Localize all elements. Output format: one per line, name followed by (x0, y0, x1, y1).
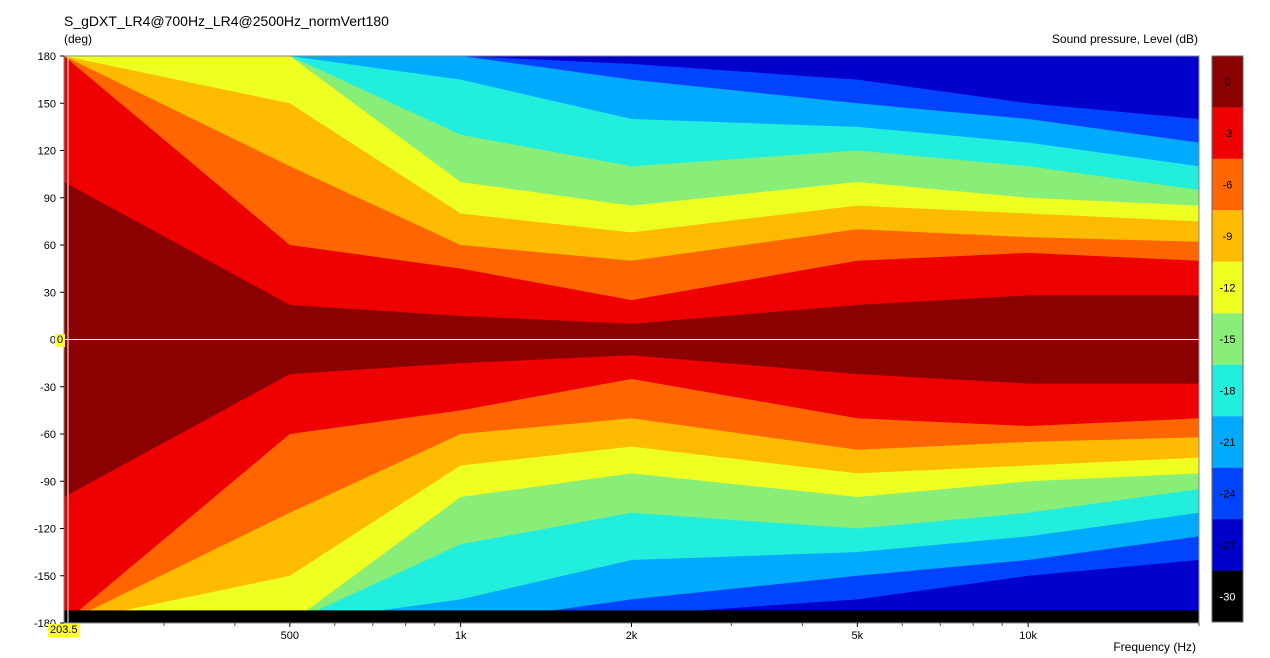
colorbar-level-label: -27 (1220, 540, 1236, 552)
colorbar-level-label: -6 (1223, 180, 1233, 192)
colorbar-swatch (1212, 467, 1243, 520)
x-tick-label: 5k (852, 630, 864, 642)
y-tick-label: -90 (40, 476, 56, 488)
colorbar-frame (1211, 55, 1244, 623)
colorbar-level-label: -18 (1220, 385, 1236, 397)
colorbar-level-label: -9 (1223, 231, 1233, 243)
y-axis-unit: (deg) (64, 32, 93, 46)
colorbar-level-label: -30 (1220, 591, 1236, 603)
cursor-y-readout: 0 (55, 334, 66, 347)
colorbar-swatch (1212, 56, 1243, 108)
colorbar-level-label: -15 (1220, 334, 1236, 346)
chart-title: S_gDXT_LR4@700Hz_LR4@2500Hz_normVert180 (64, 13, 389, 29)
y-tick-label: 120 (38, 146, 56, 158)
colorbar-unit: Sound pressure, Level (dB) (1051, 32, 1198, 46)
y-tick-label: 30 (44, 287, 56, 299)
y-tick-label: 60 (44, 240, 56, 252)
colorbar-swatch (1212, 570, 1243, 622)
colorbar-swatch (1212, 261, 1243, 314)
colorbar-swatch (1212, 519, 1243, 571)
colorbar-level-label: -24 (1220, 488, 1236, 500)
x-tick-label: 10k (1019, 630, 1037, 642)
y-tick-label: -60 (40, 429, 56, 441)
colorbar-swatch (1212, 364, 1243, 417)
bottom-edge-band (64, 610, 1199, 623)
colorbar-swatch (1212, 313, 1243, 365)
colorbar-swatch (1212, 210, 1243, 262)
x-tick-label: 1k (455, 630, 467, 642)
y-tick-label: -30 (40, 382, 56, 394)
y-tick-label: 90 (44, 193, 56, 205)
colorbar-swatch (1212, 107, 1243, 159)
colorbar-swatch (1212, 416, 1243, 468)
colorbar-swatch (1212, 158, 1243, 211)
y-tick-label: -150 (34, 571, 56, 583)
y-tick-label: 150 (38, 98, 56, 110)
x-tick-label: 500 (281, 630, 299, 642)
x-tick-label: 2k (626, 630, 638, 642)
y-tick-label: 180 (38, 51, 56, 63)
y-tick-label: -120 (34, 524, 56, 536)
colorbar-level-label: -12 (1220, 283, 1236, 295)
x-axis-label: Frequency (Hz) (1113, 640, 1196, 654)
y-tick-label: 0 (50, 335, 56, 347)
colorbar-level-label: -21 (1220, 437, 1236, 449)
colorbar-level-label: -3 (1223, 128, 1233, 140)
cursor-x-readout: 203.5 (48, 624, 80, 637)
colorbar-level-label: 0 (1224, 77, 1230, 89)
